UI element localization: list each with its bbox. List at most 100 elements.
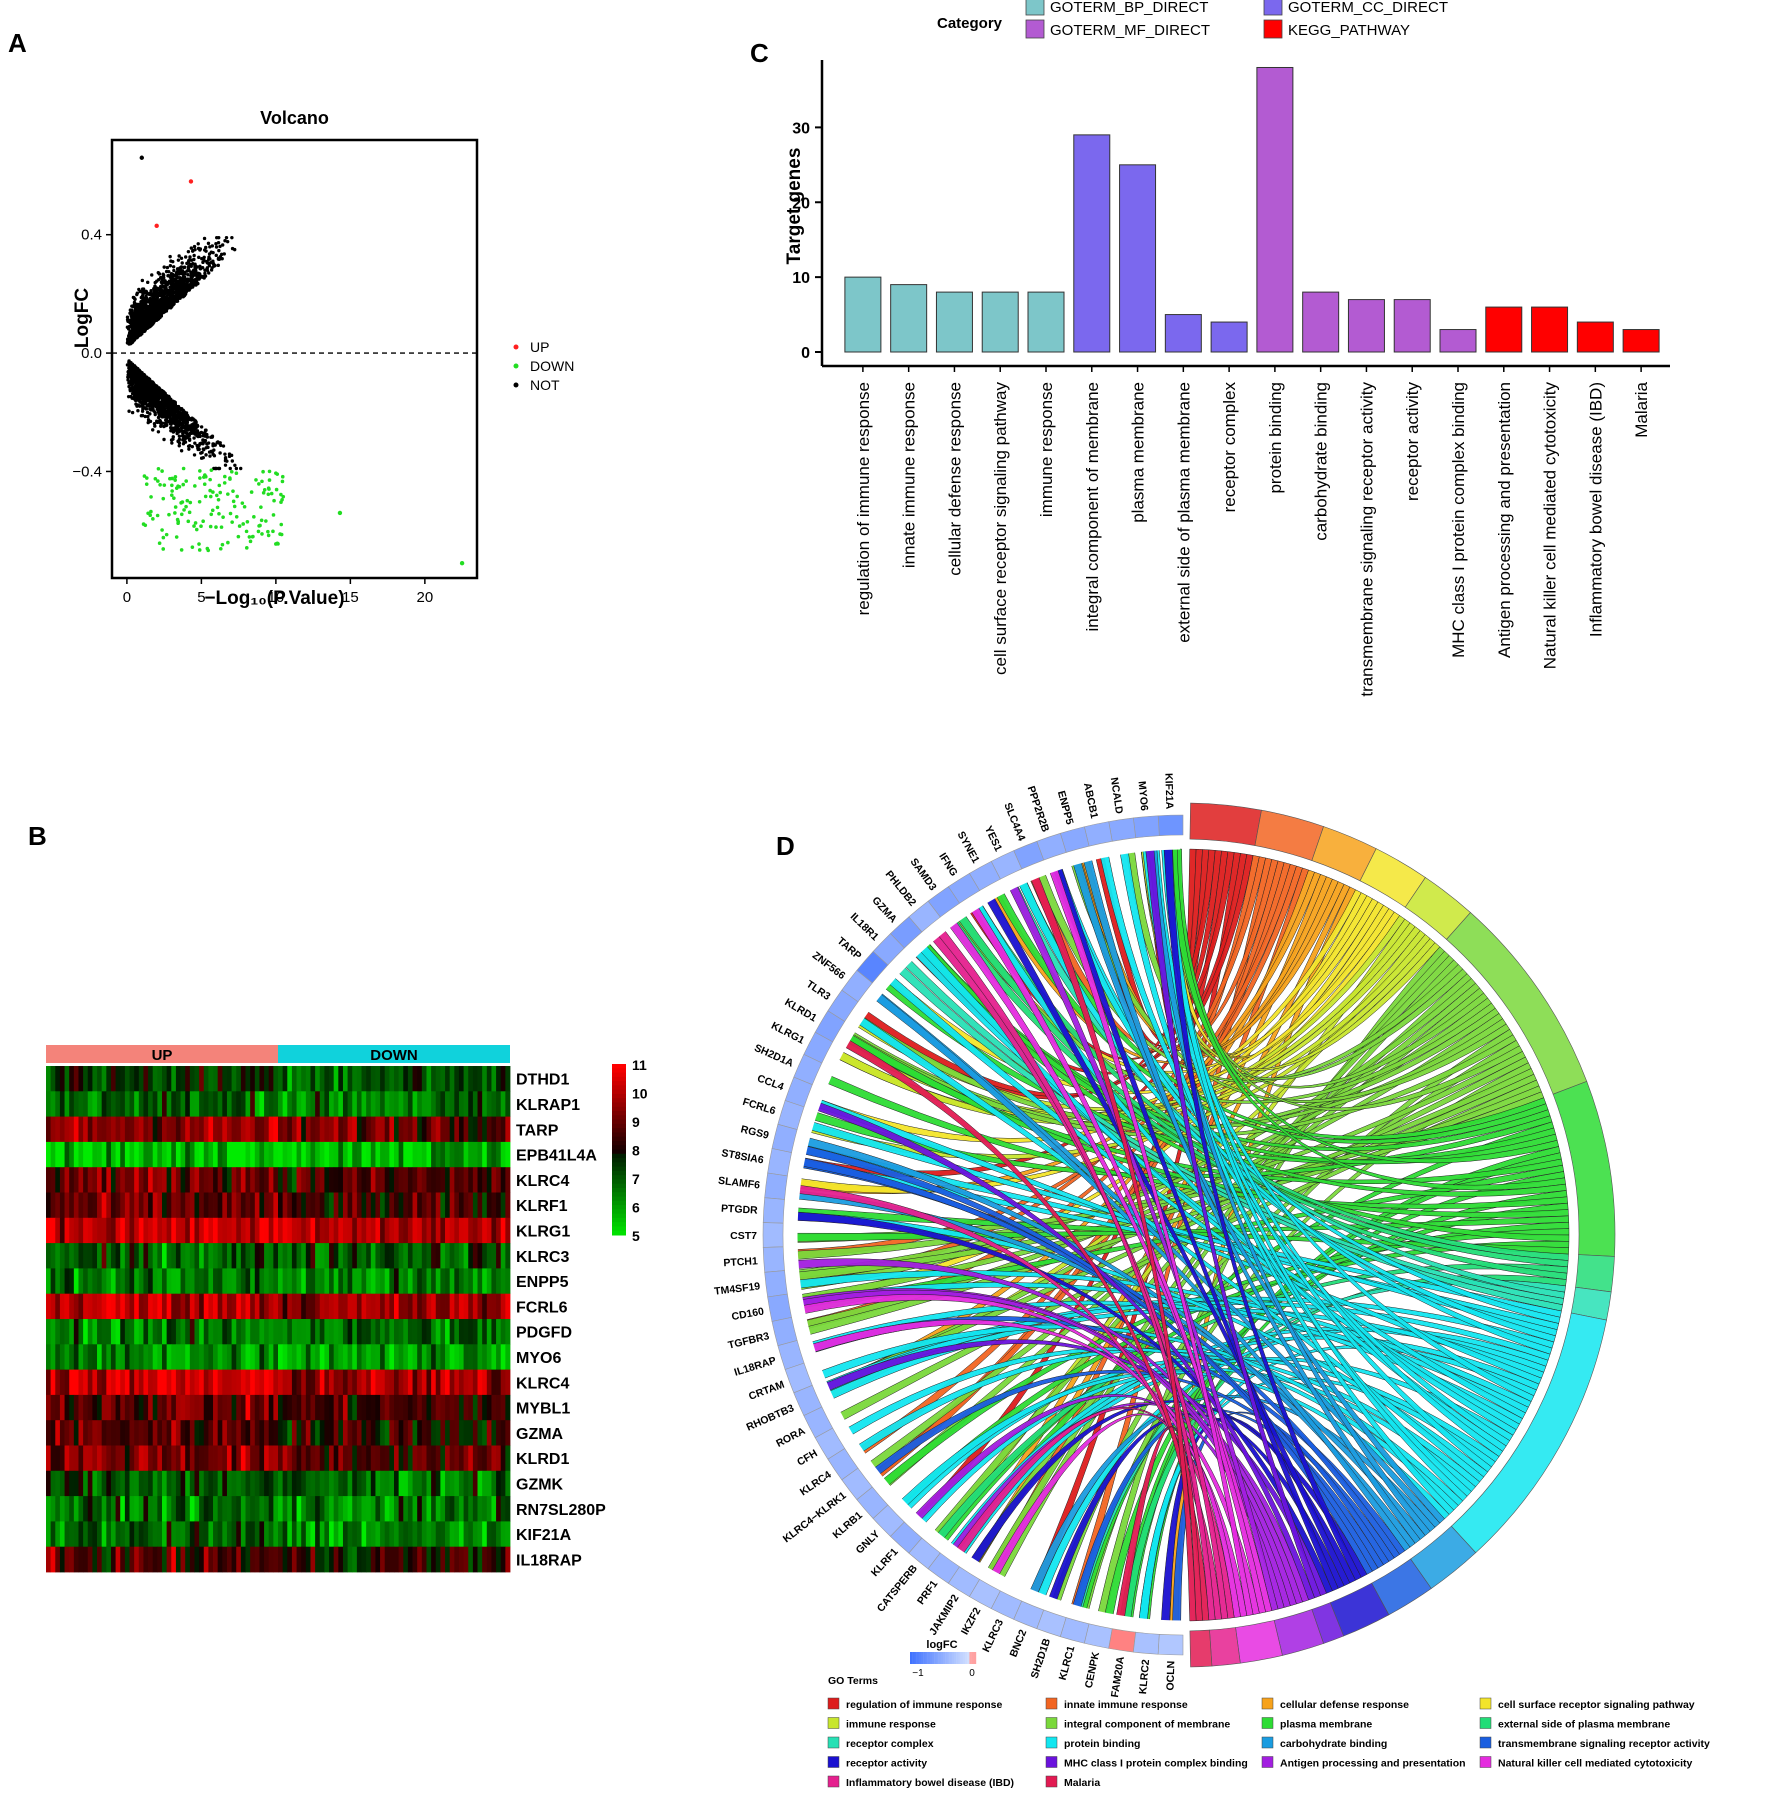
heatmap-cell [384,1546,390,1573]
heatmap-cell [472,1521,478,1548]
heatmap-cell [361,1243,367,1269]
heatmap-cell [231,1496,237,1522]
heatmap-cell [264,1420,270,1446]
heatmap-cell [389,1116,395,1143]
heatmap-cell [417,1243,423,1269]
heatmap-cell [342,1521,348,1548]
volcano-ytick-label: 0.4 [81,227,102,244]
volcano-down-point [187,510,192,515]
volcano-point [205,266,210,270]
heatmap-cell [472,1192,478,1219]
heatmap-cell [87,1420,93,1446]
volcano-point [202,276,206,280]
heatmap-cell [407,1420,413,1446]
heatmap-cell [59,1141,65,1168]
heatmap-cell [421,1344,427,1370]
heatmap-gene-label: RN7SL280P [516,1502,606,1519]
heatmap-cell [301,1141,307,1168]
heatmap-cell [203,1369,209,1396]
heatmap-cell [250,1521,256,1548]
heatmap-cell [417,1116,423,1143]
volcano-point [200,257,204,261]
volcano-down-point [242,504,247,509]
heatmap-cell [319,1344,325,1370]
volcano-xtick-label: 5 [197,589,205,606]
heatmap-cell [240,1470,246,1497]
heatmap-cell [240,1192,246,1219]
heatmap-cell [64,1217,70,1244]
volcano-point [192,244,197,249]
heatmap-cell [384,1470,390,1497]
heatmap-cell [315,1293,321,1320]
heatmap-cell [440,1167,446,1193]
heatmap-gene-label: IL18RAP [516,1552,582,1569]
heatmap-cell [403,1243,409,1269]
volcano-legend-dot [513,344,519,350]
heatmap-cell [329,1470,335,1497]
heatmap-cell [64,1141,70,1168]
heatmap-cell [83,1141,89,1168]
heatmap-cell [472,1394,478,1421]
heatmap-colorbar-step [612,1205,626,1210]
heatmap-cell [64,1192,70,1219]
heatmap-cell [64,1319,70,1345]
heatmap-cell [87,1217,93,1244]
heatmap-colorbar-step [612,1166,626,1172]
heatmap-cell [245,1141,251,1168]
volcano-down-point [208,488,212,493]
volcano-down-point [198,469,202,473]
heatmap-cell [268,1066,274,1092]
heatmap-cell [305,1066,311,1092]
heatmap-cell [213,1394,219,1421]
heatmap-cell [445,1496,451,1522]
heatmap-cell [213,1369,219,1396]
volcano-point [189,264,193,268]
heatmap-cell [226,1243,232,1269]
heatmap-cell [162,1420,168,1446]
heatmap-cell [189,1268,195,1295]
heatmap-cell [264,1141,270,1168]
heatmap-cell [287,1116,293,1143]
heatmap-cell [250,1344,256,1370]
heatmap-cell [152,1521,158,1548]
heatmap-cell [194,1091,200,1117]
heatmap-cell [287,1319,293,1345]
heatmap-cell [505,1394,511,1421]
heatmap-cell [398,1369,404,1396]
volcano-down-point [199,524,203,529]
heatmap-cell [454,1141,460,1168]
heatmap-cell [217,1243,223,1269]
heatmap-cell [208,1521,214,1548]
heatmap-cell [356,1091,362,1117]
heatmap-cell [78,1344,84,1370]
heatmap-cell [222,1167,228,1193]
heatmap-cell [472,1217,478,1244]
volcano-xtick-label: 10 [268,589,285,606]
heatmap-cell [468,1319,474,1345]
heatmap-cell [87,1496,93,1522]
heatmap-cell [166,1116,172,1143]
heatmap-cell [175,1420,181,1446]
volcano-down-point [261,469,265,474]
heatmap-cell [250,1116,256,1143]
heatmap-cell [203,1546,209,1573]
heatmap-cell [278,1470,284,1497]
heatmap-cell [222,1319,228,1345]
volcano-point [201,434,205,438]
heatmap-colorbar-step [612,1111,626,1116]
heatmap-cell [148,1546,154,1573]
heatmap-cell [115,1521,121,1548]
heatmap-cell [375,1243,381,1269]
heatmap-cell [375,1091,381,1117]
heatmap-cell [500,1521,506,1548]
heatmap-colorbar-step [612,1213,626,1219]
heatmap-cell [217,1394,223,1421]
heatmap-cell [152,1369,158,1396]
volcano-point [144,303,148,307]
volcano-point [144,399,148,403]
volcano-point [140,290,145,295]
heatmap-cell [97,1319,103,1345]
volcano-point [230,459,235,463]
heatmap-colorbar-label: 10 [632,1086,648,1102]
heatmap-cell [69,1192,75,1219]
